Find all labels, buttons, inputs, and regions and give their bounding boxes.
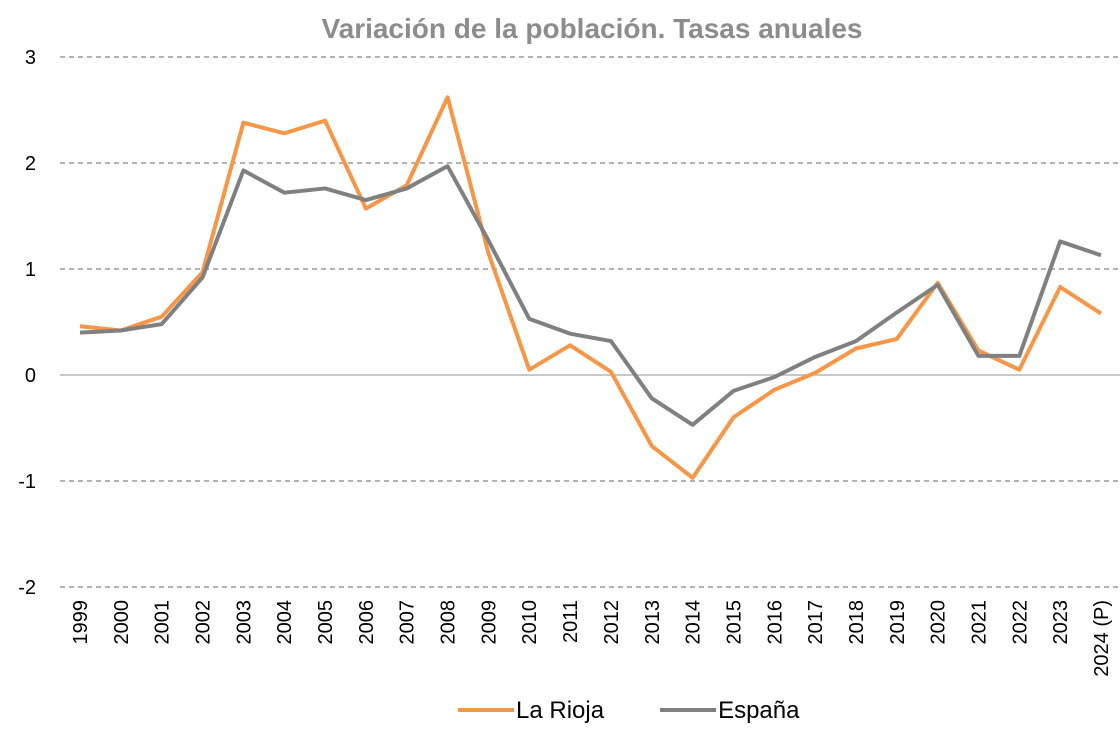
x-tick-label: 2022 xyxy=(1009,600,1031,645)
x-tick-label: 2019 xyxy=(887,600,909,645)
x-tick-label: 2015 xyxy=(723,600,745,645)
x-tick-label: 2008 xyxy=(438,600,460,645)
x-tick-label: 2024 (P) xyxy=(1091,600,1113,677)
y-tick-label: 2 xyxy=(25,153,36,175)
legend-label: La Rioja xyxy=(516,697,605,724)
x-tick-label: 2021 xyxy=(968,600,990,645)
x-tick-label: 2020 xyxy=(928,600,950,645)
legend-label: España xyxy=(718,697,800,724)
chart-title: Variación de la población. Tasas anuales xyxy=(321,13,862,44)
x-tick-label: 2009 xyxy=(478,600,500,645)
x-tick-label: 2011 xyxy=(560,600,582,643)
x-tick-label: 2006 xyxy=(356,600,378,645)
x-tick-label: 2010 xyxy=(519,600,541,645)
x-tick-label: 2023 xyxy=(1050,600,1072,645)
x-tick-label: 2000 xyxy=(111,600,133,645)
series-line xyxy=(79,164,1102,427)
x-tick-label: 2013 xyxy=(642,600,664,645)
x-tick-label: 2018 xyxy=(846,600,868,645)
x-tick-label: 2007 xyxy=(397,600,419,645)
x-tick-label: 2001 xyxy=(152,600,174,645)
x-tick-label: 2017 xyxy=(805,600,827,645)
x-tick-label: 2014 xyxy=(683,600,705,645)
y-tick-label: 0 xyxy=(25,365,36,387)
x-tick-label: 2012 xyxy=(601,600,623,645)
x-tick-label: 2002 xyxy=(193,600,215,645)
y-tick-label: -2 xyxy=(18,577,36,599)
y-tick-label: 1 xyxy=(25,259,36,281)
x-tick-label: 2004 xyxy=(274,600,296,645)
series-line xyxy=(79,95,1103,480)
y-tick-label: -1 xyxy=(18,471,36,493)
x-tick-label: 2005 xyxy=(315,600,337,645)
y-tick-label: 3 xyxy=(25,47,36,69)
x-tick-label: 2003 xyxy=(233,600,255,645)
x-tick-label: 2016 xyxy=(764,600,786,645)
x-tick-label: 1999 xyxy=(70,600,92,645)
